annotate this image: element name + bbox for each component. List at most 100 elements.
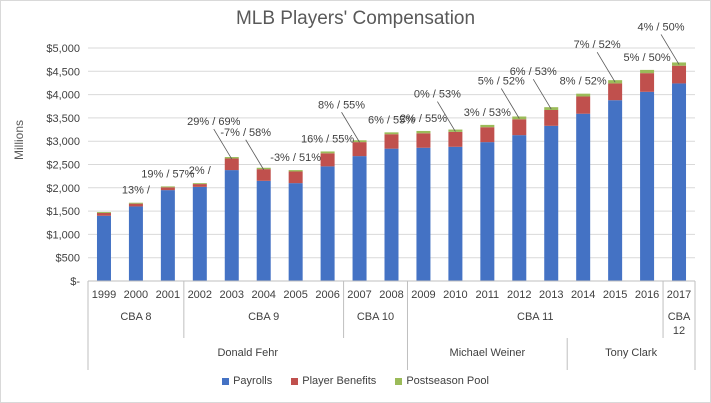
legend-label-player-benefits: Player Benefits [302,375,377,387]
bar-postseason-pool-2003 [224,157,239,159]
group-label-cba-12: 12 [673,325,685,337]
annotation-leader-2015 [596,51,616,83]
bar-player-benefits-2014 [576,96,591,114]
bar-player-benefits-2009 [416,133,431,148]
bar-player-benefits-2000 [128,203,143,207]
group-label-cba-10: CBA 10 [357,311,394,323]
bar-player-benefits-2001 [160,187,175,191]
bar-player-benefits-2007 [352,142,367,157]
x-tick-label: 1999 [92,289,116,301]
bar-payrolls-2013 [544,125,559,282]
group-label-cba-11: CBA 11 [517,311,554,323]
x-tick-label: 2001 [156,289,180,301]
group-label-michael-weiner: Michael Weiner [450,347,526,359]
annotation-2007: 8% / 55% [318,99,365,111]
bar-player-benefits-2004 [256,169,271,181]
bar-postseason-pool-2000 [128,202,143,204]
x-tick-label: 2017 [667,289,691,301]
legend: Payrolls Player Benefits Postseason Pool [0,375,711,387]
y-tick-label: $500 [56,253,80,265]
annotation-2006: 16% / 55% [301,133,354,145]
bar-payrolls-1999 [96,215,111,281]
annotation-2005: -3% / 51% [270,152,321,164]
bar-postseason-pool-1999 [96,212,111,213]
annotation-leader-2003 [213,128,233,160]
x-tick-label: 2000 [124,289,148,301]
bar-player-benefits-2017 [672,65,687,84]
x-tick-label: 2003 [220,289,244,301]
legend-label-payrolls: Payrolls [233,375,273,387]
legend-swatch-payrolls [222,377,230,385]
bar-payrolls-2007 [352,156,367,281]
annotation-2008: 6% / 55% [368,114,415,126]
y-tick-label: $4,000 [46,90,80,102]
bar-player-benefits-2010 [448,131,463,147]
legend-swatch-player-benefits [291,377,299,385]
x-tick-label: 2012 [507,289,531,301]
bar-payrolls-2017 [672,83,687,281]
group-label-cba-9: CBA 9 [248,311,279,323]
bar-payrolls-2004 [256,180,271,281]
x-tick-label: 2016 [635,289,659,301]
x-tick-label: 2009 [411,289,435,301]
bar-payrolls-2006 [320,166,335,281]
chart-title: MLB Players' Compensation [235,8,476,29]
bar-payrolls-2010 [448,146,463,281]
y-tick-label: $2,500 [46,160,80,172]
group-label-cba-8: CBA 8 [120,311,151,323]
annotation-2009: 2% / 55% [400,113,447,125]
annotation-leader-2012 [500,88,520,119]
bar-postseason-pool-2004 [256,167,271,170]
bar-postseason-pool-2011 [480,124,495,128]
group-label-donald-fehr: Donald Fehr [217,347,278,359]
bar-postseason-pool-2009 [416,130,431,134]
annotation-2003: 29% / 69% [187,116,240,128]
x-tick-label: 2007 [347,289,371,301]
bar-player-benefits-2002 [192,184,207,187]
annotation-2015: 7% / 52% [574,39,621,51]
bar-postseason-pool-2001 [160,186,175,188]
bar-payrolls-2014 [576,113,591,282]
x-tick-label: 2011 [476,289,500,301]
x-tick-label: 2004 [251,289,275,301]
annotation-2017: 4% / 50% [637,21,684,33]
legend-swatch-postseason-pool [395,377,403,385]
group-label-tony-clark: Tony Clark [605,347,657,359]
y-tick-label: $1,500 [46,206,80,218]
annotation-2004: -7% / 58% [220,127,271,139]
bar-postseason-pool-2002 [192,183,207,185]
legend-item-payrolls: Payrolls [222,375,272,387]
y-tick-label: $1,000 [46,229,80,241]
x-tick-label: 2006 [315,289,339,301]
annotation-leader-2010 [437,101,456,132]
annotation-2011: 3% / 53% [464,107,511,119]
bar-payrolls-2012 [512,135,527,281]
annotation-leader-2013 [532,78,552,110]
bar-payrolls-2008 [384,148,399,281]
bar-player-benefits-1999 [96,212,111,216]
bar-postseason-pool-2010 [448,129,463,132]
legend-item-player-benefits: Player Benefits [291,375,376,387]
bar-player-benefits-2003 [224,158,239,171]
x-tick-label: 2010 [443,289,467,301]
annotations: 13% / 19% / 57%2% / 29% / 69%-7% / 58% -3% … [122,21,685,196]
bar-payrolls-2016 [640,91,655,281]
bar-postseason-pool-2014 [576,93,591,97]
bar-payrolls-2003 [224,170,239,281]
bar-player-benefits-2006 [320,153,335,167]
bar-payrolls-2011 [480,142,495,281]
bar-postseason-pool-2007 [352,140,367,143]
annotation-leader-2017 [660,34,680,65]
bar-postseason-pool-2006 [320,151,335,154]
bar-payrolls-2015 [608,100,623,281]
bar-postseason-pool-2008 [384,132,399,135]
bar-postseason-pool-2005 [288,170,303,172]
x-axis: 1999 2000 2001 2002 2003 2004 2005 2006 2007 2008… [87,280,696,370]
annotation-2012: 5% / 52% [478,76,525,88]
annotation-2016: 5% / 50% [624,52,671,64]
y-tick-label: $5,000 [46,43,80,55]
x-tick-label: 2002 [188,289,212,301]
group-label-cba-12: CBA [668,311,691,323]
annotation-leader-2007 [341,112,360,143]
y-tick-labels: $- $500 $1,000 $1,500 $2,000 $2,500 $3,000 $3,5… [46,43,80,288]
